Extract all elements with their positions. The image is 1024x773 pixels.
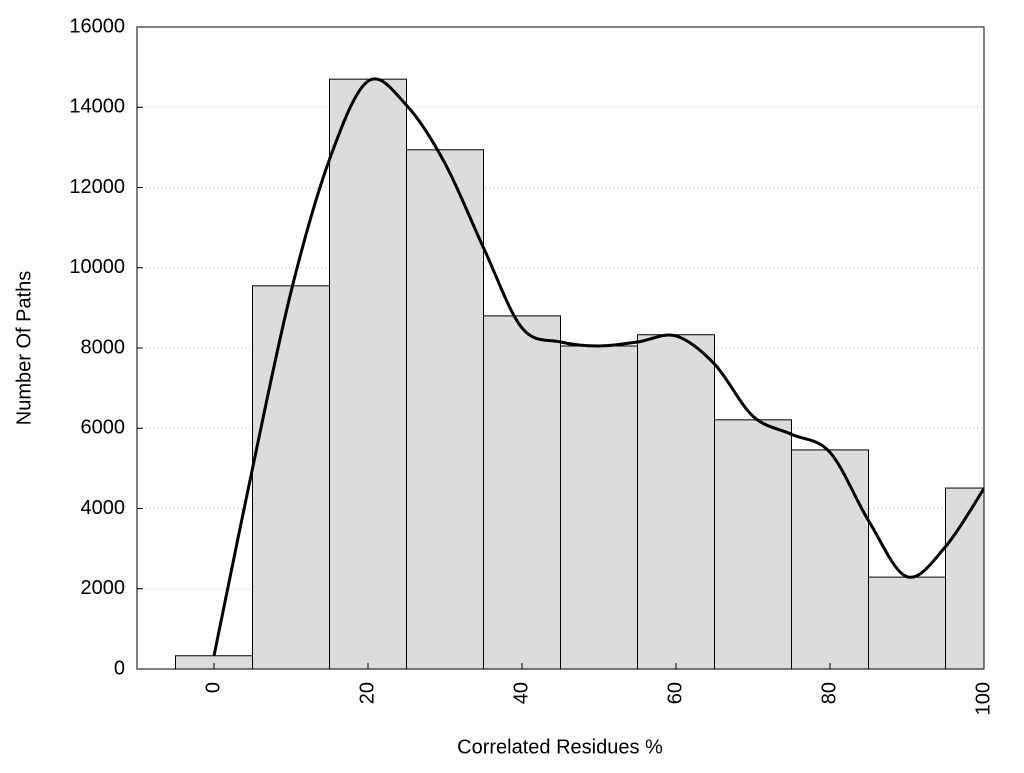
bar	[252, 285, 330, 669]
y-tick-label: 14000	[69, 96, 125, 118]
y-tick-label: 2000	[81, 577, 126, 599]
plot-area	[175, 77, 984, 669]
x-tick-label: 40	[510, 682, 532, 704]
bar	[868, 576, 946, 669]
bar	[714, 419, 792, 669]
y-tick-label: 10000	[69, 256, 125, 278]
bar	[637, 334, 715, 669]
bar	[560, 345, 638, 669]
x-tick-label: 20	[356, 682, 378, 704]
bar	[791, 449, 869, 669]
y-tick-label: 8000	[81, 336, 126, 358]
bar	[329, 78, 407, 669]
bar	[483, 315, 561, 669]
x-tick-label: 0	[202, 682, 224, 693]
bar	[406, 149, 484, 669]
y-tick-label: 6000	[81, 417, 126, 439]
density-line	[212, 77, 984, 657]
x-tick-label: 100	[972, 682, 994, 715]
x-tick-label: 60	[664, 682, 686, 704]
y-tick-label: 16000	[69, 15, 125, 37]
y-tick-label: 4000	[81, 497, 126, 519]
x-tick-label: 80	[818, 682, 840, 704]
y-axis-label: Number Of Paths	[13, 271, 35, 426]
x-axis-label: Correlated Residues %	[457, 736, 663, 758]
y-tick-label: 12000	[69, 176, 125, 198]
y-tick-label: 0	[114, 657, 125, 679]
plot-frame	[136, 26, 985, 670]
